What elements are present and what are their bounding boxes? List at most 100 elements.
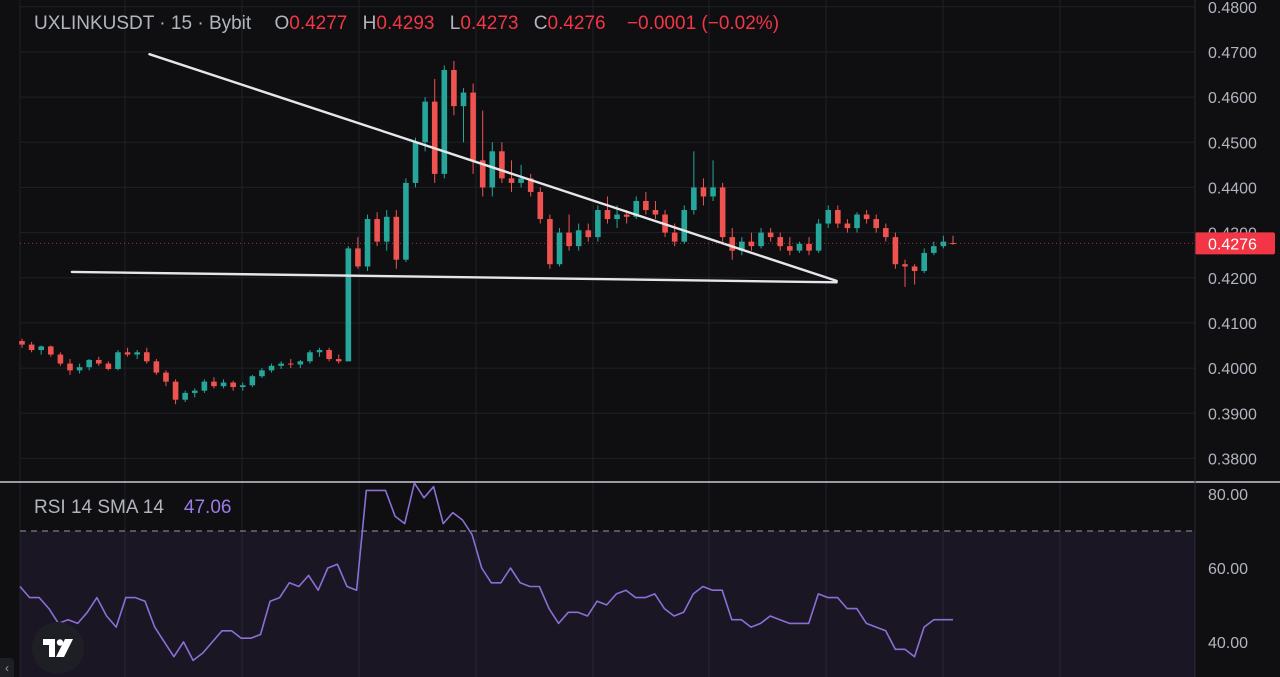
candle-body bbox=[921, 252, 928, 271]
lower-trendline bbox=[70, 270, 838, 284]
candle-body bbox=[249, 376, 256, 386]
candle-body bbox=[259, 370, 265, 377]
candle-body bbox=[508, 178, 515, 183]
candle-body bbox=[940, 241, 947, 247]
candle-body bbox=[585, 230, 592, 238]
candle-body bbox=[211, 381, 217, 387]
candle-body bbox=[422, 101, 428, 143]
candle-body bbox=[556, 232, 563, 265]
upper-trendline bbox=[148, 52, 838, 283]
candle-body bbox=[787, 246, 793, 251]
candle-body bbox=[633, 200, 640, 217]
candle-body bbox=[124, 352, 131, 355]
candle-body bbox=[307, 352, 313, 362]
tradingview-logo-icon[interactable] bbox=[32, 622, 84, 674]
candle-body bbox=[57, 354, 64, 364]
candle-body bbox=[931, 246, 937, 253]
candle-body bbox=[844, 223, 851, 229]
candle-body bbox=[451, 70, 457, 107]
candle-body bbox=[172, 381, 179, 400]
candle-body bbox=[892, 237, 899, 265]
candle-body bbox=[575, 230, 582, 247]
candle-body bbox=[691, 187, 697, 211]
candle-body bbox=[134, 352, 140, 355]
candle-body bbox=[220, 382, 227, 387]
candle-body bbox=[355, 248, 361, 267]
candle-body bbox=[873, 219, 880, 229]
rsi-pane-background bbox=[20, 483, 1195, 677]
candle-body bbox=[403, 182, 409, 260]
open-value: 0.4277 bbox=[289, 13, 348, 34]
low-value: 0.4273 bbox=[460, 13, 519, 34]
candle-body bbox=[230, 382, 236, 388]
candle-body bbox=[412, 142, 419, 183]
candle-body bbox=[479, 160, 486, 188]
candle-body bbox=[518, 178, 524, 183]
rsi-axis-tick: 80.00 bbox=[1208, 487, 1248, 504]
candle-body bbox=[863, 214, 870, 220]
candle-body bbox=[499, 151, 505, 179]
candle-body bbox=[671, 232, 678, 242]
candle-body bbox=[767, 232, 774, 238]
candle-body bbox=[278, 363, 284, 366]
candle-body bbox=[815, 223, 822, 251]
candle-body bbox=[326, 350, 332, 360]
candle-body bbox=[489, 151, 496, 188]
candle-body bbox=[297, 361, 304, 365]
candle-body bbox=[441, 70, 448, 174]
candle-body bbox=[115, 352, 121, 369]
candle-body bbox=[76, 367, 83, 371]
candle-body bbox=[748, 241, 755, 247]
price-axis-tick: 0.4500 bbox=[1208, 135, 1257, 152]
rsi-value: 47.06 bbox=[183, 497, 232, 518]
price-axis-tick: 0.4000 bbox=[1208, 361, 1257, 378]
candle-body bbox=[806, 243, 812, 251]
candle-body bbox=[652, 210, 659, 215]
candle-body bbox=[383, 216, 390, 242]
candle-body bbox=[431, 101, 438, 174]
candle-body bbox=[95, 359, 102, 364]
candle-body bbox=[777, 237, 784, 247]
candle-body bbox=[316, 350, 323, 353]
scroll-left-icon[interactable]: ‹ bbox=[0, 658, 14, 677]
candle-body bbox=[470, 92, 476, 161]
price-axis-tick: 0.4100 bbox=[1208, 316, 1257, 333]
candle-body bbox=[527, 178, 534, 192]
candle-body bbox=[460, 92, 467, 107]
candle-body bbox=[38, 346, 44, 351]
candle-body bbox=[86, 359, 92, 368]
price-axis-tick: 0.4400 bbox=[1208, 180, 1257, 197]
candle-body bbox=[191, 390, 198, 393]
last-price-label: 0.4276 bbox=[1208, 236, 1257, 253]
candle-body bbox=[239, 385, 246, 388]
candle-body bbox=[835, 210, 841, 224]
legend-separator: · bbox=[197, 13, 204, 34]
candle-body bbox=[623, 214, 630, 217]
rsi-label[interactable]: RSI 14 SMA 14 bbox=[34, 497, 164, 518]
rsi-axis-tick: 40.00 bbox=[1208, 635, 1248, 652]
symbol-name[interactable]: UXLINKUSDT bbox=[34, 13, 155, 34]
last-price-badge bbox=[1195, 232, 1275, 255]
candle-body bbox=[854, 214, 860, 229]
candle-body bbox=[67, 363, 73, 371]
candle-body bbox=[364, 219, 371, 267]
price-axis-tick: 0.4200 bbox=[1208, 271, 1257, 288]
rsi-line bbox=[19, 482, 953, 662]
interval-label[interactable]: 15 bbox=[170, 13, 193, 34]
candle-body bbox=[393, 216, 400, 260]
candle-body bbox=[201, 381, 208, 391]
candle-body bbox=[700, 187, 707, 197]
candle-body bbox=[268, 365, 275, 371]
price-axis-tick: 0.3900 bbox=[1208, 406, 1257, 423]
low-key: L bbox=[449, 13, 461, 34]
candle-body bbox=[604, 210, 611, 220]
candle-body bbox=[643, 200, 649, 211]
high-key: H bbox=[362, 13, 377, 34]
rsi-legend: RSI 14 SMA 14 47.06 bbox=[34, 497, 231, 519]
candle-body bbox=[19, 340, 25, 345]
close-key: C bbox=[533, 13, 548, 34]
candle-body bbox=[595, 210, 601, 238]
candle-body bbox=[902, 264, 908, 267]
candle-body bbox=[28, 344, 35, 351]
